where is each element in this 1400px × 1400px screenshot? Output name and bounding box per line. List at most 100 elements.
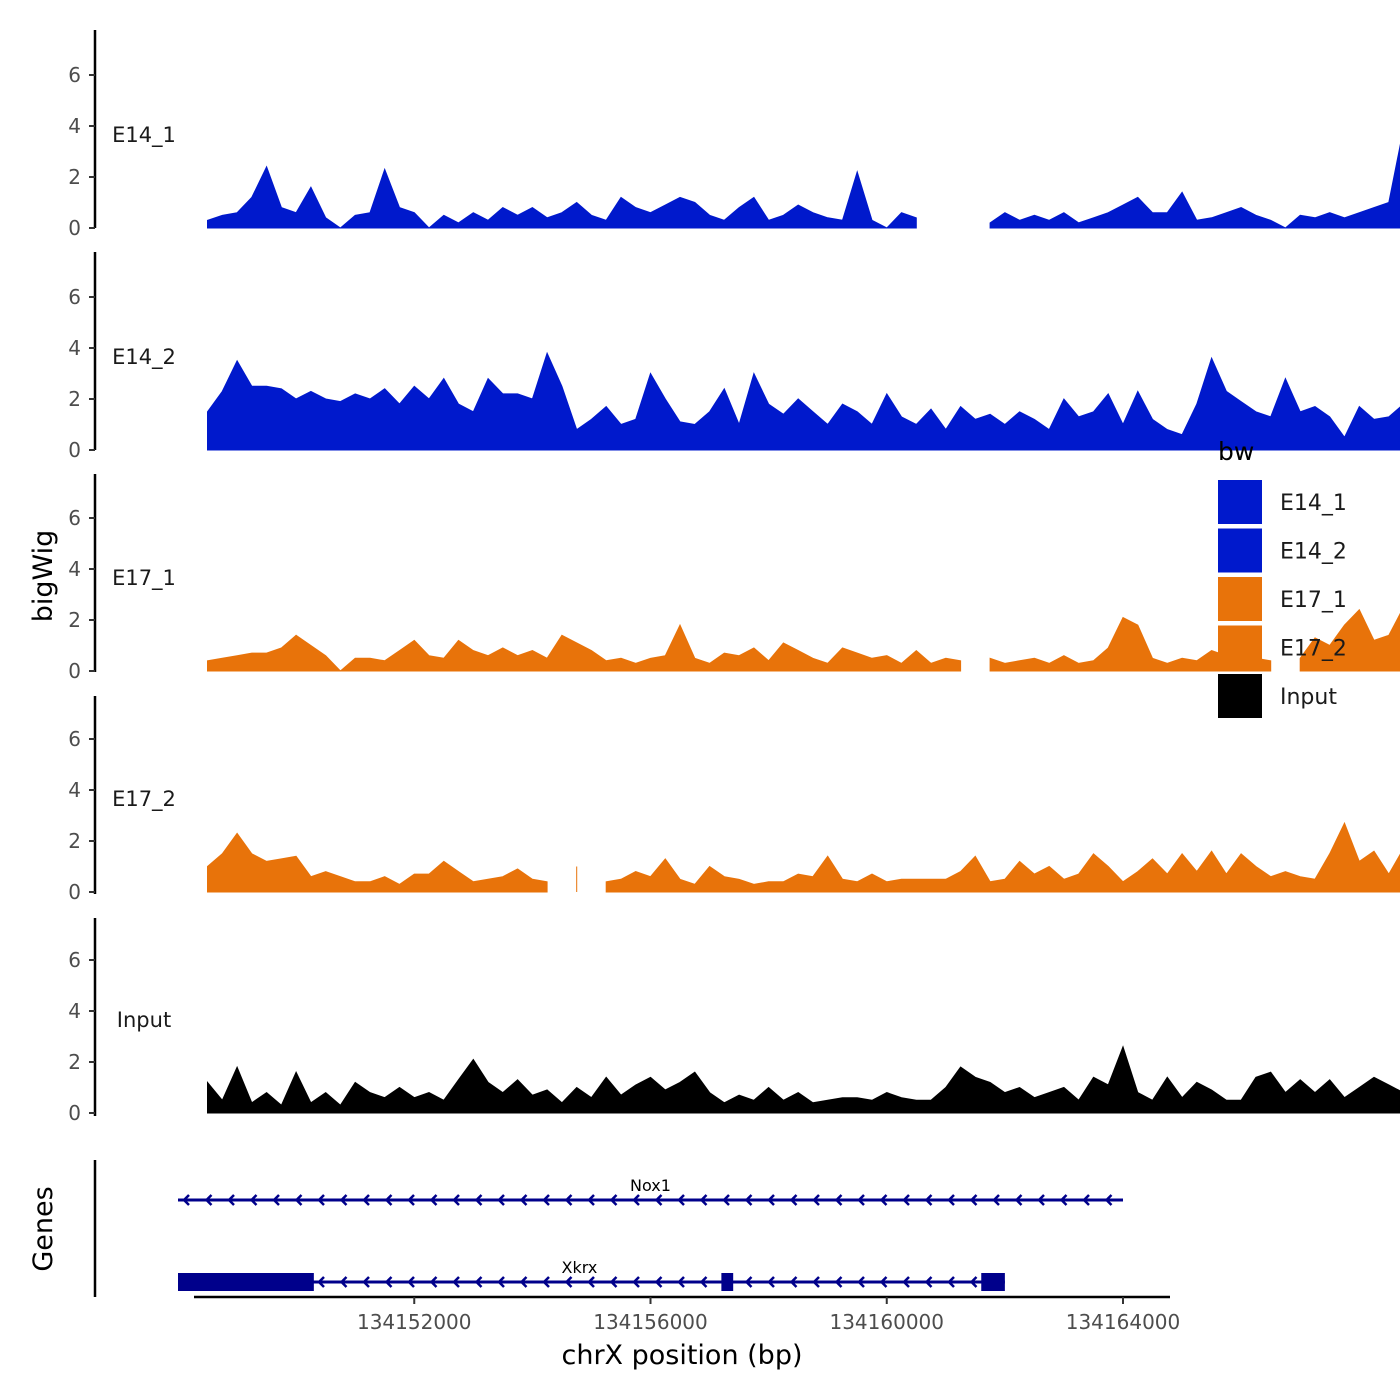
area-E17_2 — [605, 821, 1400, 893]
gene-label: Xkrx — [562, 1258, 598, 1277]
y-tick-label: 2 — [68, 165, 81, 189]
strand-arrow — [609, 1276, 618, 1288]
strand-arrow — [924, 1194, 933, 1206]
strand-arrow — [969, 1194, 978, 1206]
gene-Nox1: Nox1 — [178, 1176, 1123, 1206]
track-label: E14_2 — [112, 345, 176, 370]
strand-arrow — [1104, 1194, 1113, 1206]
y-tick-label: 4 — [68, 114, 81, 138]
strand-arrow — [362, 1194, 370, 1206]
x-axis-title: chrX position (bp) — [561, 1340, 802, 1371]
x-tick-label: 134156000 — [593, 1310, 708, 1334]
strand-arrow — [767, 1276, 775, 1288]
strand-arrow — [767, 1194, 775, 1206]
legend-key-E17_1 — [1218, 577, 1262, 621]
strand-arrow — [339, 1194, 348, 1206]
y-tick-label: 0 — [68, 1101, 81, 1125]
strand-arrow — [902, 1276, 910, 1288]
strand-arrow — [857, 1276, 865, 1288]
strand-arrow — [564, 1276, 573, 1288]
strand-arrow — [407, 1194, 415, 1206]
y-axis-title: bigWig — [28, 530, 59, 623]
legend-label: E17_2 — [1280, 637, 1347, 662]
strand-arrow — [677, 1194, 685, 1206]
strand-arrow — [497, 1276, 505, 1288]
area-E14_1 — [989, 143, 1400, 229]
area-E17_1 — [207, 623, 962, 672]
strand-arrow — [992, 1194, 1000, 1206]
strand-arrow — [519, 1276, 528, 1288]
exon — [981, 1273, 1005, 1291]
strand-arrow — [317, 1276, 325, 1288]
strand-arrow — [789, 1194, 798, 1206]
y-tick-label: 2 — [68, 829, 81, 853]
strand-arrow — [924, 1276, 933, 1288]
bigwig-tracks: 0 2 4 6 E14_1 0 2 4 6 E14_2 0 2 4 6 E17_1 0 2 4 6 E17_2 0 2 4 6… — [68, 30, 1400, 1125]
strand-arrow — [947, 1276, 955, 1288]
y-tick-label: 4 — [68, 336, 81, 360]
strand-arrow — [362, 1276, 370, 1288]
strand-arrow — [182, 1194, 190, 1206]
strand-arrow — [429, 1194, 438, 1206]
strand-arrow — [722, 1194, 730, 1206]
track-E14_2: 0 2 4 6 E14_2 — [68, 252, 1400, 462]
strand-arrow — [407, 1276, 415, 1288]
strand-arrow — [339, 1276, 348, 1288]
strand-arrow — [227, 1194, 235, 1206]
x-tick-label: 134152000 — [357, 1310, 472, 1334]
strand-arrow — [317, 1194, 325, 1206]
strand-arrow — [542, 1194, 550, 1206]
y-tick-label: 4 — [68, 557, 81, 581]
strand-arrow — [677, 1276, 685, 1288]
strand-arrow — [654, 1276, 663, 1288]
track-label: Input — [117, 1008, 171, 1032]
strand-arrow — [1037, 1194, 1045, 1206]
strand-arrow — [474, 1276, 483, 1288]
y-tick-label: 6 — [68, 948, 81, 972]
track-Input: 0 2 4 6 Input — [68, 918, 1400, 1125]
y-tick-label: 6 — [68, 727, 81, 751]
y-tick-label: 6 — [68, 506, 81, 530]
legend: bw E14_1 E14_2 E17_1 E17_2 Input — [1218, 437, 1347, 718]
genes-axis-title: Genes — [28, 1186, 59, 1271]
track-label: E14_1 — [112, 123, 176, 148]
gene-label: Nox1 — [630, 1176, 671, 1195]
x-tick-label: 134160000 — [829, 1310, 944, 1334]
area-E17_2 — [207, 832, 548, 893]
strand-arrow — [452, 1276, 460, 1288]
area-E14_1 — [207, 165, 917, 229]
legend-key-E14_1 — [1218, 480, 1262, 524]
strand-arrow — [947, 1194, 955, 1206]
strand-arrow — [384, 1276, 393, 1288]
exon — [178, 1273, 314, 1291]
exon — [721, 1273, 734, 1291]
strand-arrow — [744, 1276, 753, 1288]
strand-arrow — [632, 1276, 640, 1288]
strand-arrow — [812, 1194, 820, 1206]
legend-label: Input — [1280, 685, 1337, 710]
strand-arrow — [294, 1194, 303, 1206]
strand-arrow — [609, 1194, 618, 1206]
strand-arrow — [204, 1194, 213, 1206]
legend-key-E14_2 — [1218, 528, 1262, 573]
strand-arrow — [452, 1194, 460, 1206]
y-tick-label: 4 — [68, 999, 81, 1023]
strand-arrow — [789, 1276, 798, 1288]
x-tick-label: 134164000 — [1066, 1310, 1181, 1334]
strand-arrow — [542, 1276, 550, 1288]
track-E17_2: 0 2 4 6 E17_2 — [68, 696, 1400, 904]
y-tick-label: 2 — [68, 1050, 81, 1074]
strand-arrow — [879, 1276, 888, 1288]
strand-arrow — [587, 1276, 595, 1288]
y-tick-label: 0 — [68, 880, 81, 904]
legend-title: bw — [1218, 437, 1254, 466]
y-tick-label: 0 — [68, 438, 81, 462]
legend-key-Input — [1218, 674, 1262, 718]
legend-label: E17_1 — [1280, 588, 1347, 613]
y-tick-label: 4 — [68, 778, 81, 802]
strand-arrow — [857, 1194, 865, 1206]
track-label: E17_2 — [112, 787, 176, 812]
legend-label: E14_2 — [1280, 540, 1347, 565]
y-tick-label: 6 — [68, 285, 81, 309]
